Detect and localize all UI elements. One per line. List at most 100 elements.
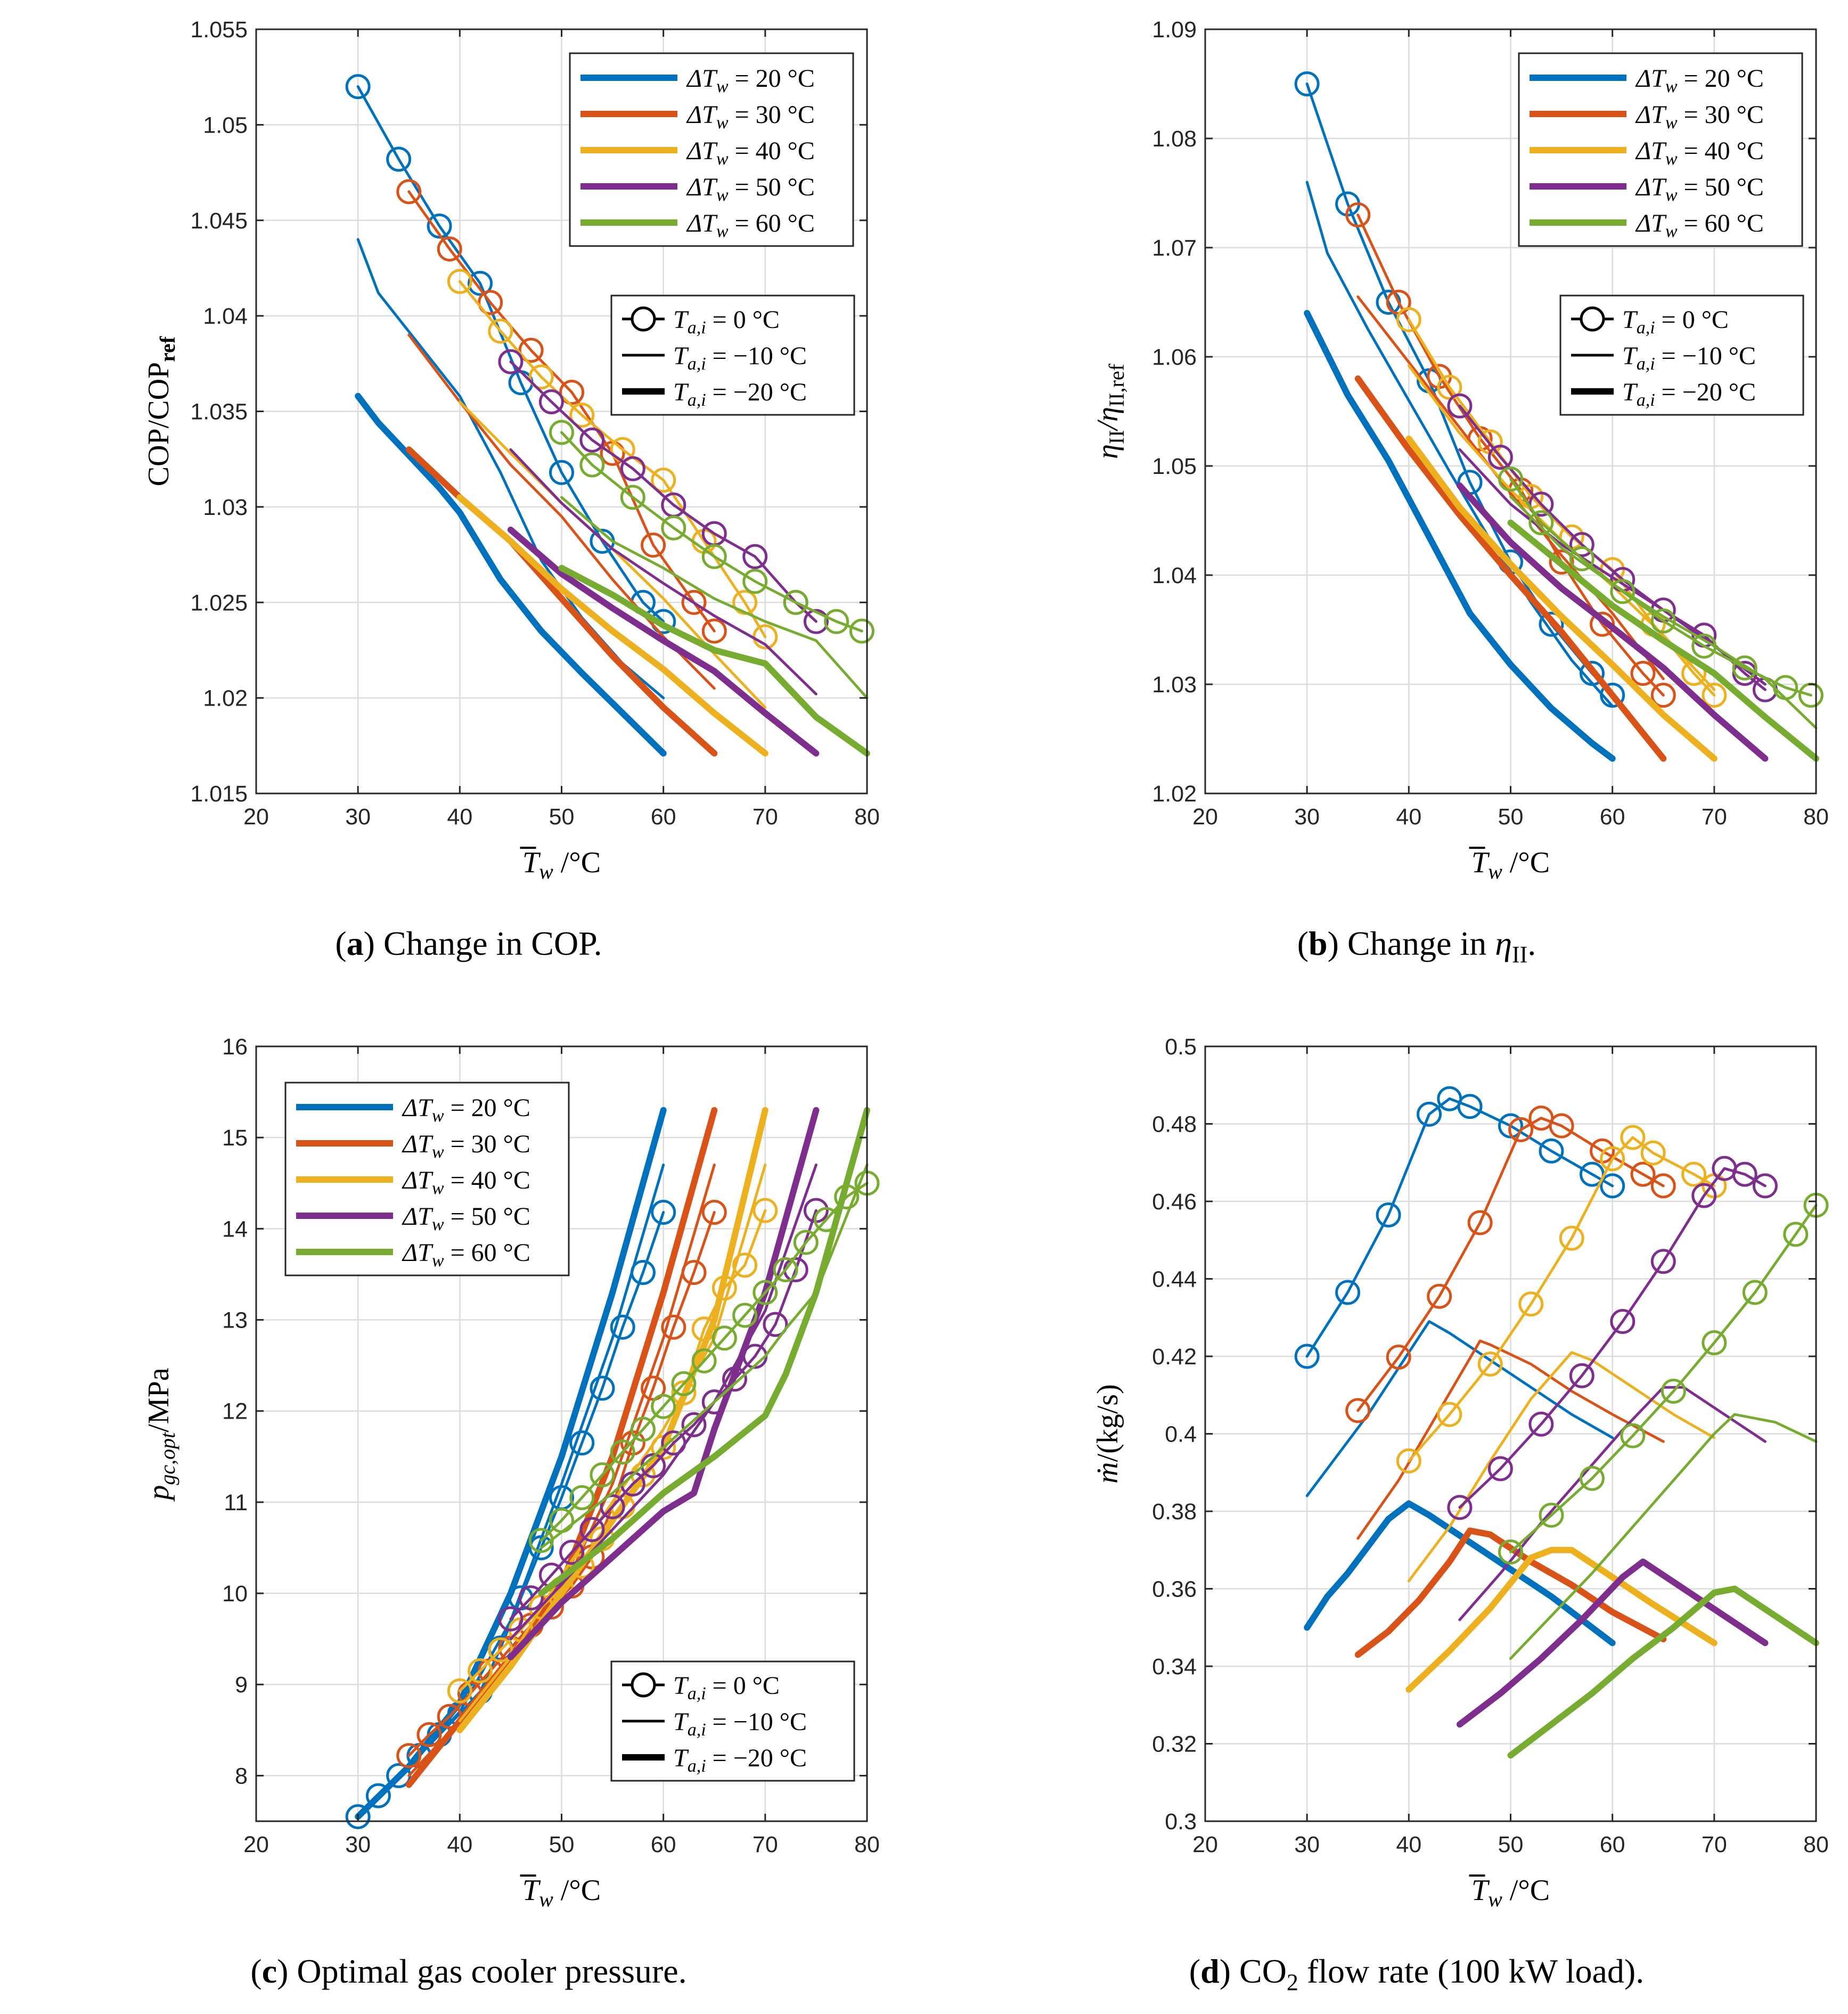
series-marker-dT60: [742, 569, 768, 594]
series-marker-dT40: [1681, 1161, 1707, 1187]
y-tick-label: 12: [222, 1399, 248, 1424]
series-line-dT50-thick: [507, 526, 820, 757]
x-tick-label: 80: [854, 804, 880, 830]
legend-style: Ta,i = 0 °C Ta,i = −10 °C Ta,i = −20 °C: [610, 1660, 855, 1782]
series-marker-dT20: [1498, 1113, 1523, 1139]
legend-label: Ta,i = −20 °C: [673, 1744, 807, 1776]
series-line-dT60-thin: [560, 496, 869, 700]
y-tick-label: 1.025: [190, 590, 248, 616]
y-tick-label: 10: [222, 1581, 248, 1607]
series-marker-dT60: [651, 1394, 676, 1419]
legend-label: Ta,i = 0 °C: [673, 1672, 780, 1704]
y-tick-label: 0.44: [1152, 1267, 1197, 1292]
x-tick-label: 70: [1702, 1832, 1727, 1857]
series-marker-dT30: [396, 179, 422, 204]
series-marker-dT40: [1518, 1291, 1544, 1317]
series-marker-dT20: [610, 1314, 635, 1340]
series-marker-dT20: [590, 1376, 615, 1401]
series-marker-dT30: [478, 290, 503, 315]
series-marker-dT40: [1437, 1402, 1462, 1427]
y-tick-label: 1.02: [203, 686, 248, 711]
series-line-dT40-thick: [1405, 1546, 1718, 1693]
legend-style: Ta,i = 0 °C Ta,i = −10 °C Ta,i = −20 °C: [1559, 294, 1804, 416]
caption-b: (b) Change in ηII.: [1297, 924, 1536, 968]
y-tick-label: 1.04: [203, 304, 248, 329]
y-tick-label: 1.02: [1152, 781, 1197, 807]
series-marker-dT40: [1702, 683, 1727, 708]
x-tick-label: 70: [1702, 804, 1727, 830]
x-tick-label: 40: [447, 804, 472, 830]
y-tick-label: 0.38: [1152, 1499, 1197, 1525]
series-marker-dT30: [1650, 1173, 1676, 1199]
legend-label: ΔTw = 50 °C: [402, 1202, 530, 1234]
series-marker-dT40: [468, 1658, 493, 1684]
series-marker-dT40: [1477, 1352, 1503, 1377]
legend-style-marker: [1580, 306, 1605, 332]
series-marker-dT60: [1528, 510, 1554, 536]
x-tick-label: 20: [243, 804, 269, 830]
series-marker-dT30: [1427, 1283, 1452, 1309]
series-marker-dT60: [773, 1257, 798, 1282]
series-marker-dT60: [1498, 1539, 1523, 1565]
series-marker-dT20: [1539, 1138, 1564, 1164]
series-marker-dT30: [518, 338, 544, 363]
series-marker-dT30: [681, 590, 707, 615]
series-marker-dT30: [559, 380, 585, 405]
series-line-dT40-thick: [456, 1107, 768, 1733]
series-marker-dT60: [691, 1348, 717, 1374]
y-tick-label: 0.5: [1165, 1034, 1197, 1060]
series-marker-dT60: [1539, 1502, 1564, 1528]
series-marker-dT50: [1569, 1363, 1594, 1388]
caption-a: (a) Change in COP.: [335, 924, 602, 962]
y-tick-label: 9: [235, 1672, 248, 1698]
y-tick-label: 0.46: [1152, 1189, 1197, 1215]
series-marker-dT20: [1376, 1202, 1401, 1227]
legend-label: ΔTw = 20 °C: [402, 1094, 530, 1126]
y-tick-label: 1.05: [203, 112, 248, 138]
y-tick-label: 16: [222, 1034, 248, 1060]
series-line-dT40-thick: [1405, 435, 1718, 762]
x-axis-label: Tw /°C: [522, 1874, 601, 1911]
y-tick-label: 0.4: [1165, 1422, 1197, 1447]
series-marker-dT60: [610, 1439, 635, 1465]
legend-label: ΔTw = 30 °C: [1635, 101, 1764, 133]
legend-style-marker: [631, 1672, 656, 1698]
series-line-dT20-thin: [1305, 1320, 1614, 1497]
y-axis-label: COP/COPref: [142, 336, 179, 486]
series-marker-dT60: [630, 1417, 656, 1442]
legend-label: Ta,i = 0 °C: [673, 306, 780, 338]
legend-label: Ta,i = −10 °C: [673, 342, 807, 374]
legend-label: ΔTw = 40 °C: [1635, 137, 1764, 169]
series-line-dT30-thin: [1356, 295, 1665, 681]
series-marker-dT50: [559, 1540, 585, 1565]
x-axis-label: Tw /°C: [1471, 846, 1550, 883]
y-tick-label: 0.34: [1152, 1654, 1197, 1680]
x-tick-label: 30: [345, 804, 371, 830]
series-marker-dT50: [1691, 1183, 1717, 1208]
series-marker-dT60: [569, 1485, 595, 1510]
series-line-dT30-thick: [1354, 1527, 1667, 1658]
legend-color: ΔTw = 20 °C ΔTw = 30 °C ΔTw = 40 °C ΔTw = 5…: [569, 52, 854, 247]
x-tick-label: 60: [651, 804, 676, 830]
series-line-dT50-circle: [509, 360, 817, 623]
x-tick-label: 20: [243, 1832, 269, 1857]
y-tick-label: 1.015: [190, 781, 248, 807]
series-marker-dT60: [783, 590, 808, 615]
series-marker-dT60: [824, 609, 849, 634]
series-line-dT20-thick: [1304, 1500, 1616, 1647]
x-axis-label: Tw /°C: [1471, 1874, 1550, 1911]
series-marker-dT30: [641, 533, 666, 558]
y-tick-label: 1.055: [190, 17, 248, 43]
series-marker-dT30: [1386, 1344, 1411, 1370]
x-tick-label: 40: [1396, 1832, 1421, 1857]
y-tick-label: 15: [222, 1125, 248, 1151]
series-marker-dT30: [701, 618, 727, 644]
series-marker-dT30: [1549, 549, 1574, 575]
y-tick-label: 0.48: [1152, 1112, 1197, 1137]
x-tick-label: 50: [549, 1832, 575, 1857]
series-line-dT60-thin: [1509, 495, 1818, 730]
legend-label: ΔTw = 20 °C: [686, 64, 815, 96]
x-tick-label: 60: [651, 1832, 676, 1857]
x-tick-label: 70: [753, 1832, 778, 1857]
series-marker-dT50: [1732, 1161, 1757, 1187]
